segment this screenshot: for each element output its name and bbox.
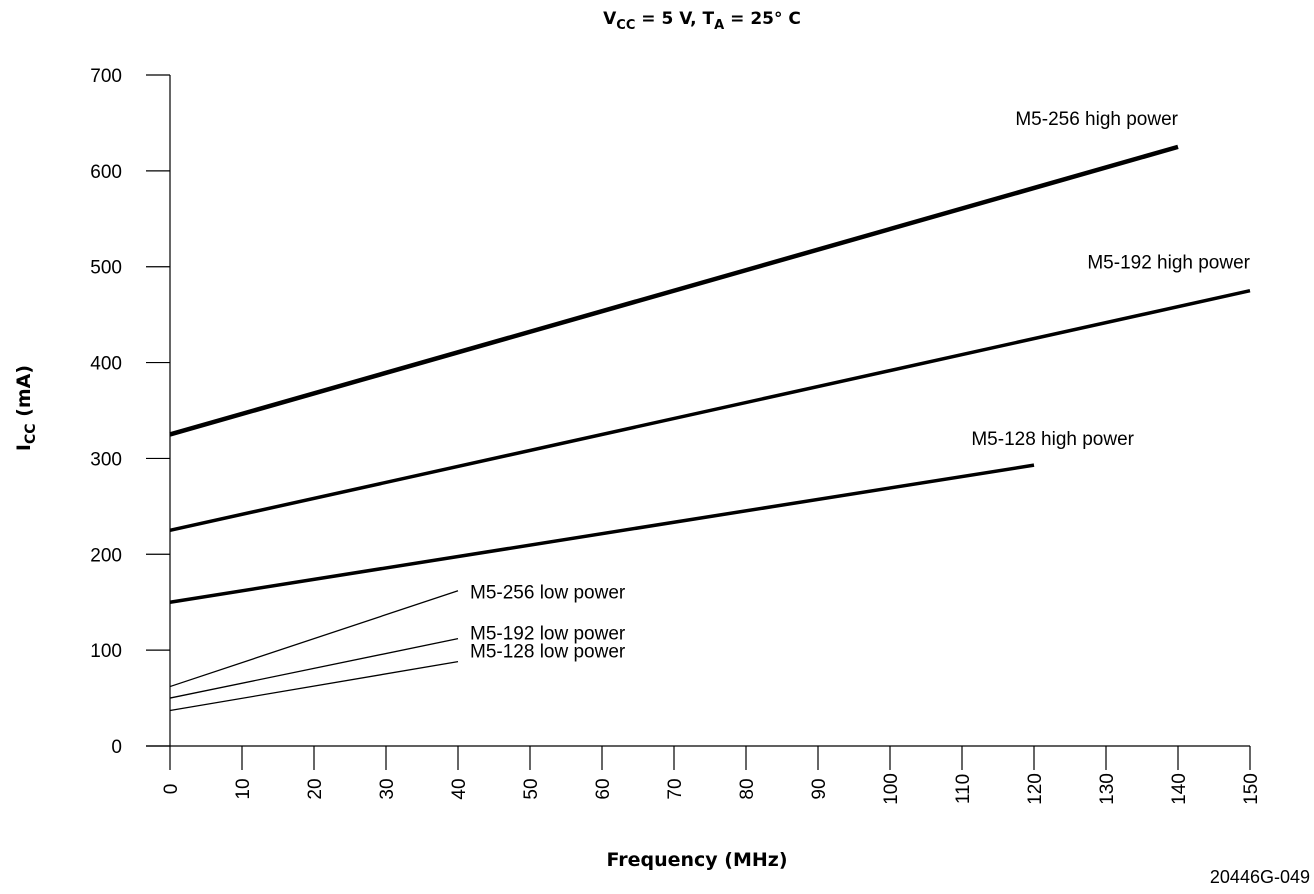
- y-tick-label: 200: [90, 545, 122, 566]
- x-tick-label: 10: [233, 778, 254, 799]
- x-tick-label: 110: [953, 774, 974, 804]
- y-tick-label: 600: [90, 162, 122, 183]
- x-tick-label: 120: [1025, 773, 1046, 805]
- series-line: [169, 144, 1179, 437]
- x-axis-label: Frequency (MHz): [606, 849, 787, 871]
- y-axis-label: ICC (mA): [13, 365, 39, 451]
- series-line: [169, 288, 1251, 533]
- axes: 0 100 200 300 400 500 600 700 0 10 20 30 40 50 60 70 80 9…: [90, 66, 1262, 805]
- series-m5-256-low-power: M5-256 low power: [169, 583, 626, 688]
- x-tick-label: 0: [161, 784, 182, 795]
- series-line: [169, 661, 459, 712]
- x-tick-label: 60: [593, 778, 614, 799]
- series-m5-192-high-power: M5-192 high power: [169, 253, 1251, 533]
- series-label: M5-192 high power: [1087, 253, 1250, 274]
- series-label: M5-192 low power: [470, 624, 626, 645]
- series-m5-128-high-power: M5-128 high power: [169, 429, 1135, 604]
- x-tick-label: 100: [881, 773, 902, 805]
- y-tick-label: 500: [90, 258, 122, 279]
- x-tick-label: 150: [1241, 773, 1262, 805]
- series-m5-128-low-power: M5-128 low power: [169, 642, 626, 712]
- chart-title: VCC = 5 V, TA = 25° C: [603, 9, 801, 33]
- series-line: [169, 463, 1035, 604]
- x-tick-label: 130: [1097, 773, 1118, 805]
- y-tick-label: 300: [90, 449, 122, 470]
- x-tick-label: 140: [1169, 773, 1190, 805]
- x-tick-label: 40: [449, 778, 470, 799]
- series-m5-256-high-power: M5-256 high power: [169, 109, 1179, 437]
- x-tick-label: 90: [809, 778, 830, 799]
- series-line: [169, 590, 459, 688]
- x-tick-label: 20: [305, 778, 326, 799]
- figure-id: 20446G-049: [1210, 867, 1310, 887]
- series-m5-192-low-power: M5-192 low power: [169, 624, 626, 699]
- x-tick-label: 70: [665, 778, 686, 799]
- series-label: M5-256 high power: [1015, 109, 1178, 130]
- series-line: [169, 638, 459, 699]
- series-layer: M5-256 high power M5-192 high power M5-128…: [169, 109, 1251, 712]
- series-label: M5-256 low power: [470, 583, 626, 604]
- series-label: M5-128 high power: [971, 429, 1134, 450]
- x-tick-label: 50: [521, 778, 542, 799]
- y-tick-label: 0: [111, 737, 122, 758]
- series-label: M5-128 low power: [470, 642, 626, 663]
- x-tick-label: 30: [377, 778, 398, 799]
- x-tick-label: 80: [737, 778, 758, 799]
- y-tick-label: 100: [90, 641, 122, 662]
- y-tick-label: 700: [90, 66, 122, 87]
- y-tick-label: 400: [90, 354, 122, 375]
